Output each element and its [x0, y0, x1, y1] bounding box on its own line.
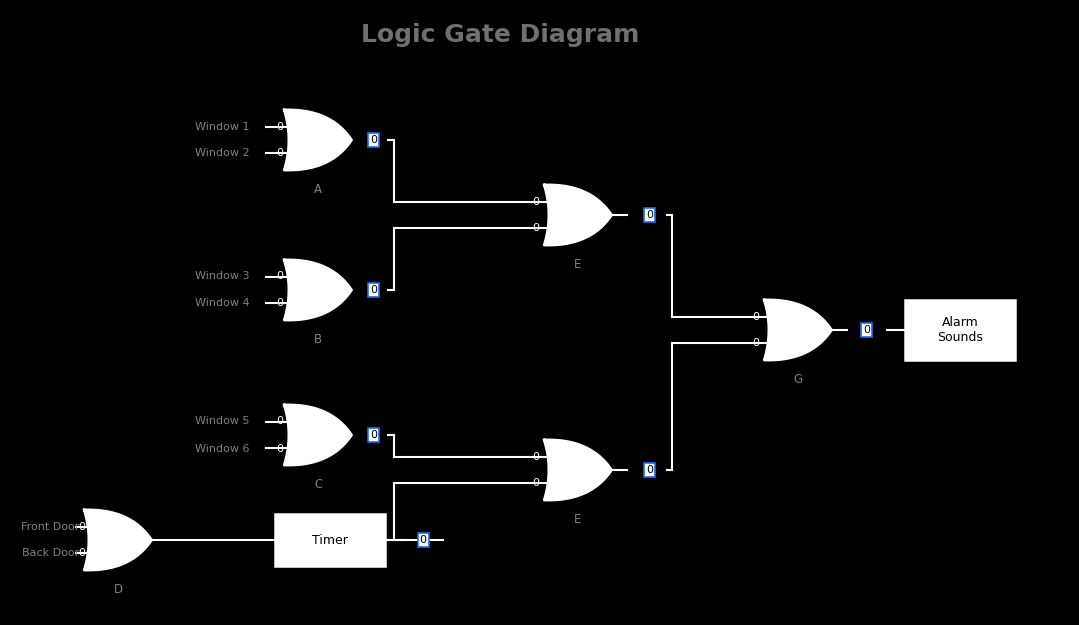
- Text: G: G: [793, 373, 803, 386]
- Text: 0: 0: [276, 299, 284, 309]
- Text: 0: 0: [753, 312, 760, 322]
- Text: Back Door: Back Door: [23, 549, 80, 559]
- Text: 0: 0: [276, 149, 284, 159]
- Text: B: B: [314, 333, 322, 346]
- Polygon shape: [284, 405, 352, 465]
- Text: 0: 0: [646, 210, 653, 220]
- Text: 0: 0: [863, 325, 870, 335]
- Polygon shape: [284, 110, 352, 170]
- Text: 0: 0: [79, 521, 85, 531]
- Text: Window 3: Window 3: [195, 271, 249, 281]
- Text: D: D: [113, 583, 123, 596]
- Text: Window 2: Window 2: [195, 149, 249, 159]
- Polygon shape: [84, 510, 151, 570]
- Text: Timer: Timer: [312, 534, 347, 546]
- Text: 0: 0: [533, 478, 540, 488]
- Text: 0: 0: [533, 198, 540, 208]
- Text: 0: 0: [646, 465, 653, 475]
- Text: Window 1: Window 1: [195, 121, 249, 131]
- Text: E: E: [574, 513, 582, 526]
- Text: 0: 0: [276, 416, 284, 426]
- Text: 0: 0: [370, 430, 377, 440]
- Text: Front Door: Front Door: [22, 521, 80, 531]
- Text: C: C: [314, 478, 323, 491]
- Text: 0: 0: [370, 135, 377, 145]
- Text: 0: 0: [533, 222, 540, 232]
- Text: 0: 0: [276, 444, 284, 454]
- Polygon shape: [544, 440, 612, 500]
- Text: A: A: [314, 183, 322, 196]
- Polygon shape: [284, 260, 352, 320]
- Text: 0: 0: [533, 452, 540, 462]
- Text: Window 5: Window 5: [195, 416, 249, 426]
- Text: E: E: [574, 258, 582, 271]
- Text: Window 6: Window 6: [195, 444, 249, 454]
- Text: 0: 0: [370, 285, 377, 295]
- Text: 0: 0: [276, 121, 284, 131]
- Text: Alarm
Sounds: Alarm Sounds: [937, 316, 983, 344]
- FancyBboxPatch shape: [905, 300, 1015, 360]
- Polygon shape: [544, 185, 612, 245]
- Text: 0: 0: [276, 271, 284, 281]
- Text: Window 4: Window 4: [195, 299, 249, 309]
- Text: 0: 0: [420, 535, 426, 545]
- FancyBboxPatch shape: [275, 514, 385, 566]
- Text: 0: 0: [753, 338, 760, 348]
- Text: Logic Gate Diagram: Logic Gate Diagram: [360, 23, 639, 47]
- Text: 0: 0: [79, 549, 85, 559]
- Polygon shape: [764, 300, 832, 360]
